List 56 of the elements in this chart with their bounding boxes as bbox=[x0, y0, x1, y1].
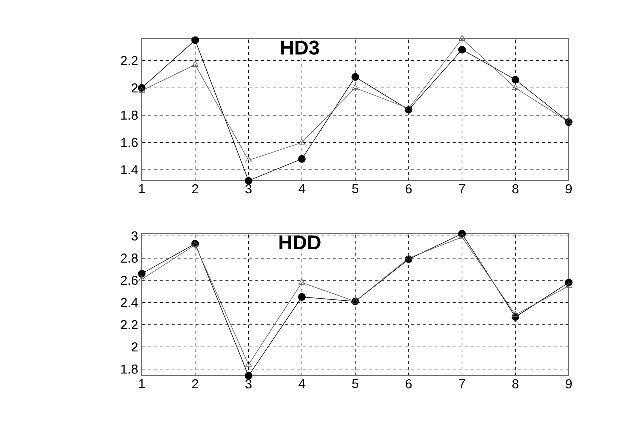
y-tick-label: 1.4 bbox=[121, 166, 138, 175]
y-tick-label: 2.2 bbox=[121, 320, 138, 330]
x-tick-label: 4 bbox=[298, 184, 306, 194]
point bbox=[298, 155, 306, 163]
y-tick-label: 1.8 bbox=[121, 110, 138, 120]
point bbox=[245, 156, 252, 163]
point bbox=[458, 35, 466, 42]
point bbox=[512, 84, 519, 90]
point bbox=[244, 177, 253, 185]
x-tick-label: 6 bbox=[406, 184, 412, 194]
x-tick-label: 1 bbox=[139, 380, 145, 388]
x-tick-label: 9 bbox=[566, 380, 572, 389]
x-tick-label: 6 bbox=[406, 380, 412, 389]
y-tick-label: 3 bbox=[132, 232, 138, 241]
x-tick-label: 7 bbox=[459, 380, 466, 388]
x-tick-label: 9 bbox=[566, 184, 572, 194]
x-tick-label: 3 bbox=[246, 184, 252, 194]
point bbox=[298, 138, 306, 145]
x-tick-label: 8 bbox=[512, 380, 519, 389]
x-tick-label: 2 bbox=[192, 184, 198, 194]
x-tick-label: 5 bbox=[352, 184, 359, 194]
y-tick-label: 2 bbox=[132, 342, 138, 352]
point bbox=[352, 73, 360, 81]
y-tick-label: 2 bbox=[132, 84, 138, 93]
x-tick-label: 3 bbox=[246, 380, 252, 389]
y-tick-label: 2.6 bbox=[121, 276, 138, 286]
point bbox=[138, 270, 146, 278]
x-tick-label: 5 bbox=[352, 380, 359, 389]
x-tick-label: 2 bbox=[192, 380, 198, 389]
y-tick-label: 1.8 bbox=[121, 364, 138, 374]
x-tick-label: 8 bbox=[512, 184, 519, 194]
point bbox=[244, 372, 253, 380]
point bbox=[458, 234, 466, 240]
point bbox=[458, 46, 466, 54]
point bbox=[245, 361, 252, 367]
x-tick-label: 7 bbox=[459, 184, 466, 194]
point bbox=[512, 76, 520, 84]
point bbox=[406, 104, 412, 111]
point bbox=[138, 276, 146, 282]
point bbox=[192, 61, 199, 67]
point bbox=[406, 254, 412, 260]
point bbox=[512, 311, 519, 318]
chart-title: HDD bbox=[280, 236, 321, 250]
point bbox=[566, 282, 572, 288]
x-tick-label: 4 bbox=[298, 380, 306, 388]
y-tick-label: 1.6 bbox=[121, 138, 138, 148]
y-tick-label: 2.2 bbox=[121, 56, 138, 66]
point bbox=[192, 36, 200, 44]
point bbox=[298, 293, 306, 302]
point bbox=[298, 279, 306, 285]
point bbox=[138, 87, 146, 93]
y-tick-label: 2.4 bbox=[121, 298, 138, 308]
y-tick-label: 2.8 bbox=[121, 254, 138, 263]
point bbox=[352, 84, 359, 90]
x-tick-label: 1 bbox=[139, 184, 145, 194]
chart-title: HD3 bbox=[281, 40, 320, 55]
